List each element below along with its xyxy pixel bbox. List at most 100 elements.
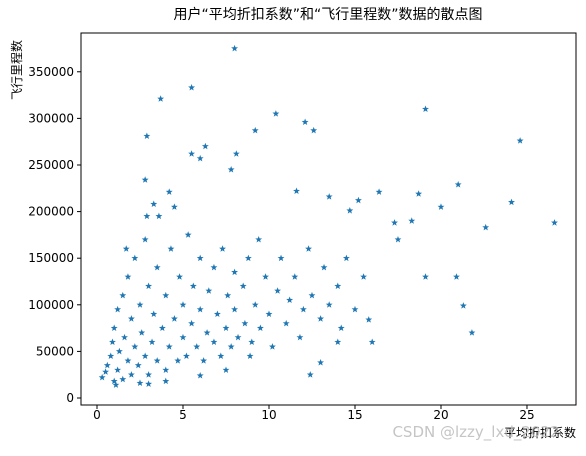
point <box>110 377 118 385</box>
point <box>183 352 190 359</box>
point <box>346 207 354 214</box>
point <box>375 188 383 195</box>
point <box>422 273 429 280</box>
point <box>115 347 123 355</box>
point <box>482 223 490 231</box>
point <box>224 291 232 299</box>
point <box>162 377 170 385</box>
point <box>98 373 106 381</box>
point <box>196 154 204 162</box>
point <box>551 219 558 226</box>
point <box>127 371 135 378</box>
point <box>121 333 128 341</box>
point <box>110 324 118 332</box>
point <box>325 193 333 200</box>
y-tick-label: 300000 <box>28 111 74 125</box>
point <box>269 343 276 350</box>
point <box>299 305 307 313</box>
point <box>184 231 192 238</box>
point <box>141 352 149 359</box>
point <box>351 305 359 313</box>
point <box>422 105 429 112</box>
y-tick-label: 50000 <box>36 344 74 358</box>
point <box>274 287 282 294</box>
point <box>291 273 299 280</box>
point <box>317 358 325 366</box>
point <box>157 95 165 102</box>
point <box>301 118 309 126</box>
point <box>334 338 342 345</box>
y-tick-label: 0 <box>66 391 74 405</box>
point <box>134 361 142 369</box>
point <box>227 343 235 350</box>
point <box>143 212 151 220</box>
point <box>256 324 264 332</box>
watermark: CSDN @lzzy_lxd_2022 <box>392 423 559 442</box>
point <box>265 310 273 318</box>
point <box>122 245 130 252</box>
point <box>468 329 476 336</box>
point <box>205 287 213 294</box>
point <box>355 196 362 204</box>
point <box>196 254 204 262</box>
point <box>244 254 252 262</box>
point <box>337 324 345 332</box>
point <box>219 245 226 252</box>
point <box>277 254 285 262</box>
point <box>360 273 368 280</box>
point <box>508 198 515 206</box>
point <box>114 305 122 313</box>
point <box>251 301 259 308</box>
point <box>174 357 182 364</box>
point <box>131 343 139 350</box>
point <box>334 282 342 290</box>
point <box>306 371 314 378</box>
point <box>107 352 115 359</box>
point <box>150 200 158 208</box>
point <box>200 357 208 364</box>
point <box>231 44 239 52</box>
point <box>193 343 201 350</box>
plot-frame <box>80 32 577 406</box>
point <box>241 319 249 327</box>
y-tick-label: 200000 <box>28 205 74 219</box>
point <box>227 166 235 173</box>
point <box>153 263 161 271</box>
point <box>251 126 259 134</box>
point <box>201 142 209 150</box>
point <box>365 316 373 323</box>
point <box>136 379 144 387</box>
point <box>127 315 135 322</box>
point <box>165 188 173 195</box>
point <box>262 273 269 280</box>
x-tick-label: 20 <box>433 408 448 422</box>
point <box>189 282 197 290</box>
point <box>165 343 173 350</box>
point <box>320 263 328 271</box>
point <box>102 368 110 375</box>
point <box>222 324 230 332</box>
point <box>305 245 312 252</box>
point <box>453 273 460 280</box>
point <box>179 301 187 308</box>
point <box>155 212 163 220</box>
point <box>415 190 423 197</box>
point <box>145 380 153 387</box>
point <box>136 301 144 308</box>
x-tick-label: 25 <box>519 408 534 422</box>
point <box>342 254 350 262</box>
x-tick-label: 0 <box>93 408 101 422</box>
point <box>170 203 178 210</box>
point <box>153 357 161 364</box>
point <box>234 333 242 341</box>
point <box>368 338 376 345</box>
x-axis-label: 平均折扣系数 <box>504 425 576 440</box>
y-tick-label: 150000 <box>28 251 74 265</box>
point <box>408 217 416 224</box>
point <box>162 366 170 373</box>
y-tick-label: 350000 <box>28 65 74 79</box>
point <box>119 375 127 383</box>
point <box>188 319 196 327</box>
point <box>196 305 204 313</box>
